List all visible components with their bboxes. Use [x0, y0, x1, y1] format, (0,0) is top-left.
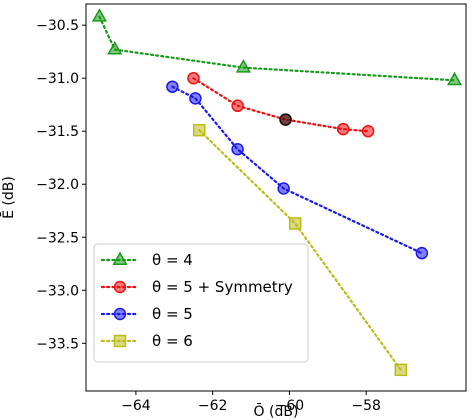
series-line	[171, 85, 423, 255]
y-tick-label: −30.5	[36, 18, 79, 34]
y-tick-label: −31.0	[36, 71, 79, 87]
legend: θ = 4 θ = 5 + Symmetry θ = 5 θ = 6	[93, 243, 309, 363]
data-point	[288, 217, 302, 230]
y-tick-label: −32.0	[36, 177, 79, 193]
y-tick-label: −31.5	[36, 124, 79, 140]
legend-item: θ = 5 + Symmetry	[100, 278, 293, 296]
data-point	[336, 122, 350, 136]
x-tick-label: −58	[351, 398, 381, 414]
x-axis-label: Ō (dB)	[254, 403, 299, 420]
data-point	[107, 41, 123, 55]
series-3	[192, 123, 407, 377]
y-axis-label: Ē (dB)	[0, 176, 17, 219]
data-point	[231, 99, 244, 113]
data-point	[189, 92, 202, 105]
x-tick-label: −62	[198, 398, 228, 414]
series-line	[198, 129, 402, 371]
y-tick-label: −32.5	[36, 230, 79, 246]
highlight-point	[279, 113, 292, 126]
data-point	[446, 71, 463, 86]
x-tick-label: −60	[275, 398, 305, 414]
series-line	[98, 15, 456, 82]
data-point	[166, 80, 179, 93]
legend-marker	[113, 307, 127, 321]
legend-label: θ = 5 + Symmetry	[152, 278, 293, 296]
data-point	[91, 8, 108, 22]
plot-frame	[85, 3, 467, 392]
data-point	[415, 246, 429, 260]
legend-box	[93, 243, 309, 363]
legend-item: θ = 6	[100, 332, 193, 350]
legend-marker	[113, 280, 127, 294]
legend-marker	[113, 334, 127, 348]
legend-label: θ = 5	[152, 305, 193, 323]
data-point	[192, 123, 206, 137]
legend-label: θ = 4	[152, 251, 193, 269]
series-2	[166, 80, 429, 260]
series-0	[91, 8, 463, 86]
y-tick-label: −33.0	[36, 283, 79, 299]
data-point	[277, 182, 290, 195]
data-point	[394, 363, 407, 377]
data-point	[235, 59, 251, 73]
series-line	[192, 77, 370, 133]
legend-label: θ = 6	[152, 332, 193, 350]
data-point	[361, 124, 375, 138]
data-point	[231, 143, 244, 156]
legend-item: θ = 4	[100, 251, 193, 269]
legend-item: θ = 5	[100, 305, 193, 323]
legend-marker	[112, 251, 128, 265]
y-tick-label: −33.5	[36, 336, 79, 352]
data-point	[187, 71, 200, 85]
series-1	[187, 71, 375, 138]
x-tick-label: −64	[121, 398, 151, 414]
